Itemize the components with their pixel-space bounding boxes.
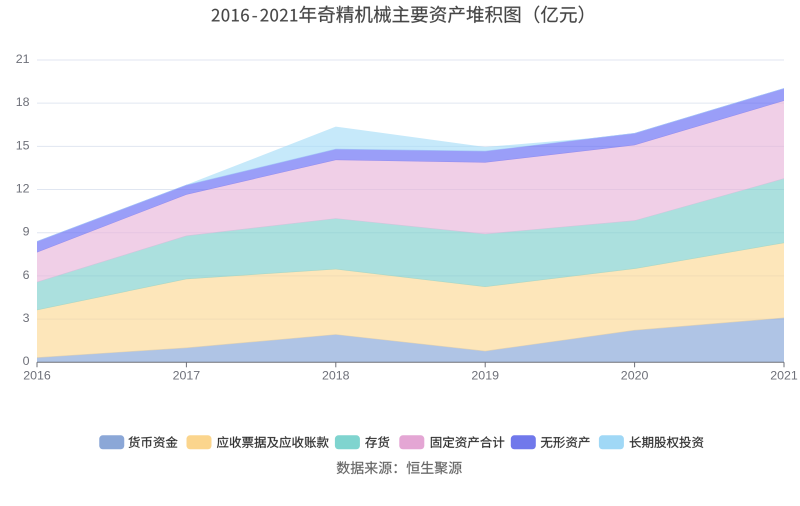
- svg-text:6: 6: [23, 268, 30, 282]
- svg-text:2020: 2020: [621, 369, 649, 383]
- svg-text:2018: 2018: [322, 369, 350, 383]
- svg-text:12: 12: [16, 181, 30, 195]
- svg-text:21: 21: [16, 52, 30, 66]
- svg-text:2021: 2021: [770, 369, 798, 383]
- svg-text:2019: 2019: [471, 369, 499, 383]
- svg-text:2016: 2016: [23, 369, 51, 383]
- svg-text:18: 18: [16, 95, 30, 109]
- svg-text:15: 15: [16, 138, 30, 152]
- svg-text:2017: 2017: [173, 369, 201, 383]
- svg-text:9: 9: [23, 225, 30, 239]
- svg-text:0: 0: [23, 354, 30, 368]
- svg-text:3: 3: [23, 311, 30, 325]
